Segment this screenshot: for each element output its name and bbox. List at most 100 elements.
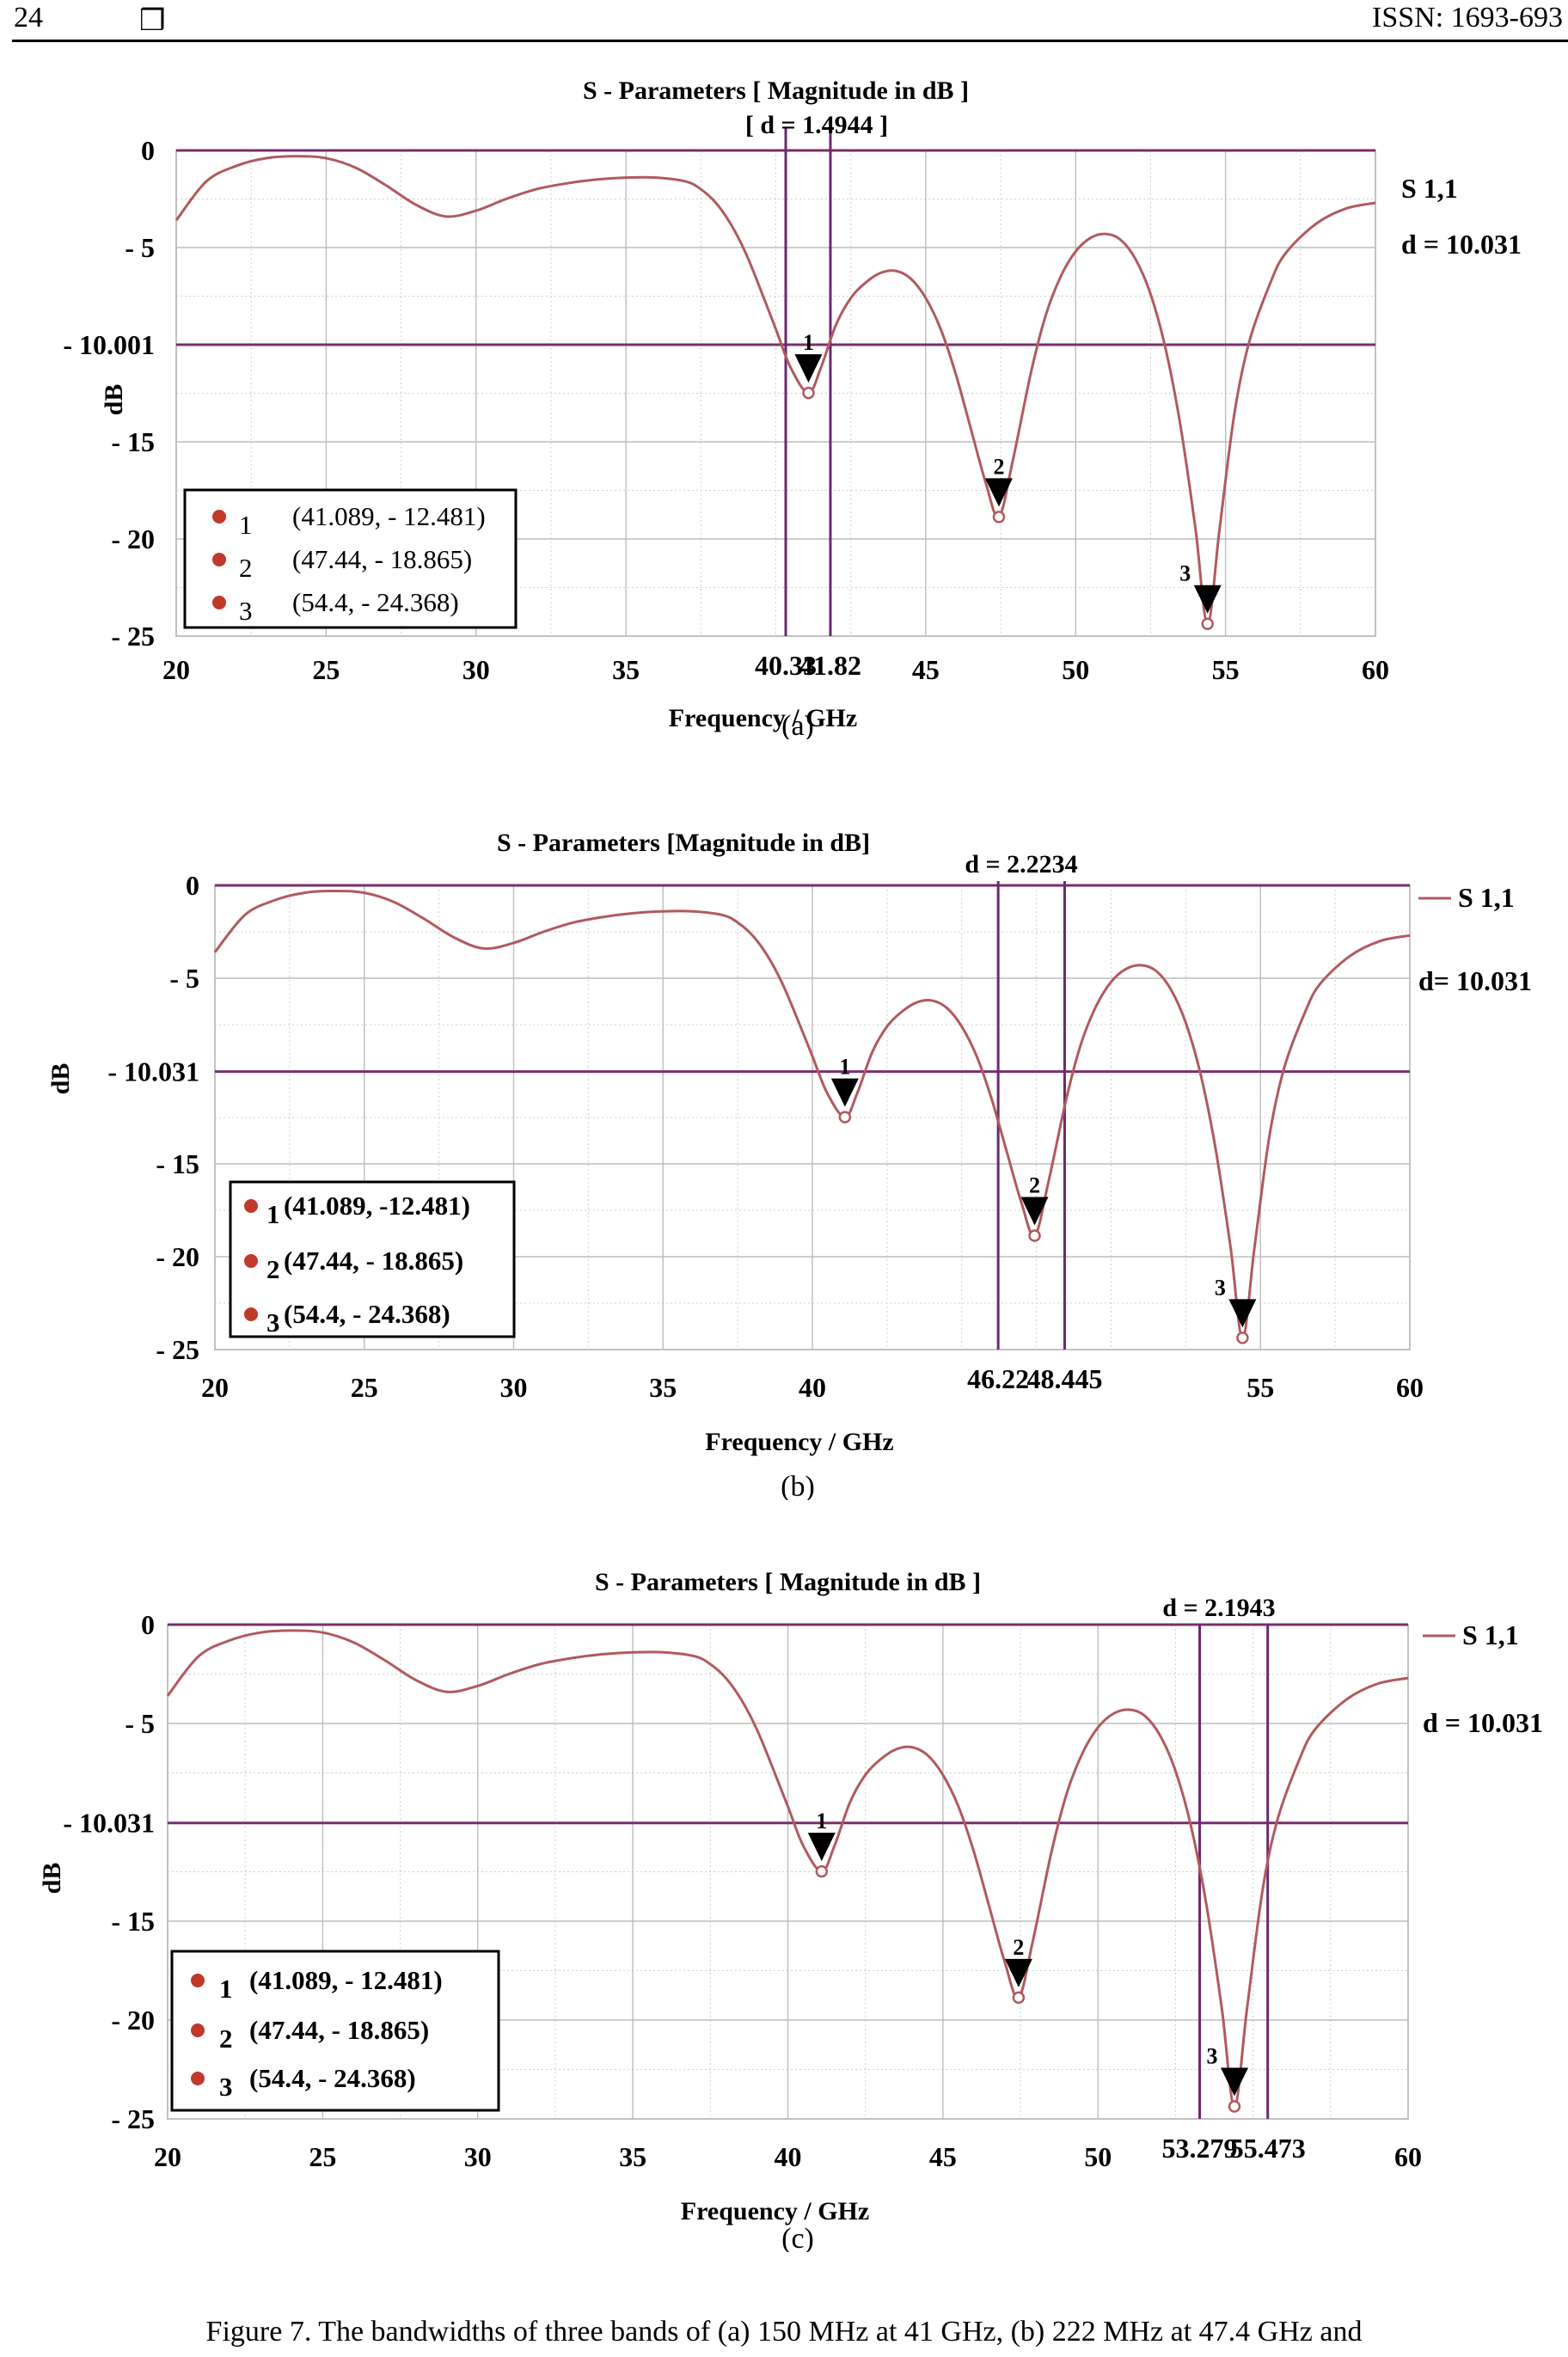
x-tick-label: 20 bbox=[201, 1372, 229, 1403]
bandwidth-label: 40.33 bbox=[755, 650, 817, 681]
marker-triangle bbox=[984, 478, 1013, 507]
x-tick-label: 60 bbox=[1394, 2141, 1422, 2172]
x-tick-label: 20 bbox=[162, 654, 190, 685]
marker-label: 3 bbox=[1179, 561, 1191, 586]
marker-triangle bbox=[1020, 1197, 1049, 1226]
chart-title: S - Parameters [ Magnitude in dB ] bbox=[583, 77, 969, 105]
x-tick-label: 35 bbox=[619, 2141, 646, 2172]
d-label: d = 10.031 bbox=[1401, 229, 1522, 260]
legend-box bbox=[170, 1950, 500, 2112]
x-tick-label: 60 bbox=[1396, 1372, 1424, 1403]
page-number: 24 bbox=[14, 2, 43, 34]
issn-label: ISSN: 1693-693 bbox=[1372, 2, 1563, 34]
x-tick-label: 50 bbox=[1084, 2141, 1112, 2172]
marker-label: 1 bbox=[816, 1809, 827, 1834]
chart-title: S - Parameters [ Magnitude in dB ] bbox=[595, 1568, 981, 1596]
figure-caption: Figure 7. The bandwidths of three bands … bbox=[205, 2316, 1363, 2348]
marker-triangle bbox=[1193, 585, 1222, 614]
x-axis-label: Frequency / GHz bbox=[705, 1428, 893, 1456]
legend-number: 3 bbox=[239, 596, 253, 626]
legend-box bbox=[183, 488, 518, 629]
legend-number: 3 bbox=[266, 1307, 280, 1338]
legend-number: 2 bbox=[239, 553, 253, 583]
legend-number: 1 bbox=[239, 510, 253, 540]
legend-dot bbox=[191, 1974, 205, 1987]
x-tick-label: 35 bbox=[649, 1372, 677, 1403]
marker-label: 2 bbox=[993, 454, 1004, 479]
y-tick-label: 0 bbox=[186, 870, 199, 901]
s11-curve bbox=[213, 889, 1411, 1339]
marker-point bbox=[1201, 617, 1214, 630]
legend-text: (54.4, - 24.368) bbox=[249, 2063, 416, 2093]
legend-dot bbox=[212, 553, 226, 566]
x-tick-label: 25 bbox=[312, 654, 340, 685]
marker-triangle bbox=[794, 354, 823, 383]
series-label: S 1,1 bbox=[1401, 173, 1458, 204]
y-tick-label: - 15 bbox=[156, 1148, 199, 1179]
x-tick-label: 30 bbox=[462, 654, 490, 685]
y-axis-label: dB bbox=[38, 1863, 66, 1895]
marker-triangle bbox=[1220, 2067, 1248, 2097]
legend-dot bbox=[244, 1199, 258, 1213]
x-tick-label: 55 bbox=[1246, 1372, 1274, 1403]
y-tick-label: - 5 bbox=[125, 232, 155, 263]
marker-label: 3 bbox=[1206, 2043, 1217, 2068]
x-tick-label: 60 bbox=[1362, 654, 1389, 685]
legend-dot bbox=[212, 510, 226, 523]
y-tick-label: 0 bbox=[141, 135, 155, 166]
marker-point bbox=[838, 1111, 852, 1123]
x-axis-label: Frequency / GHz bbox=[669, 704, 857, 732]
subfigure-label: (c) bbox=[781, 2223, 814, 2252]
marker-triangle bbox=[1228, 1299, 1257, 1328]
legend-text: (41.089, - 12.481) bbox=[292, 501, 486, 531]
x-tick-label: 55 bbox=[1212, 654, 1240, 685]
marker-label: 1 bbox=[839, 1055, 850, 1080]
legend-number: 3 bbox=[219, 2072, 233, 2102]
series-label: S 1,1 bbox=[1458, 882, 1515, 913]
x-tick-label: 25 bbox=[309, 2141, 336, 2172]
legend-number: 2 bbox=[266, 1254, 280, 1284]
x-tick-label: 50 bbox=[1062, 654, 1089, 685]
d-label: d= 10.031 bbox=[1418, 965, 1532, 996]
legend-number: 1 bbox=[219, 1974, 233, 2004]
x-tick-label: 40 bbox=[775, 2141, 802, 2172]
y-tick-label: 0 bbox=[141, 1609, 155, 1640]
y-tick-label: - 5 bbox=[169, 963, 199, 994]
legend-text: (41.089, -12.481) bbox=[284, 1191, 470, 1221]
legend-number: 1 bbox=[266, 1199, 280, 1229]
x-tick-label: 45 bbox=[929, 2141, 957, 2172]
legend-text: (41.089, - 12.481) bbox=[249, 1965, 443, 1995]
marker-point bbox=[1228, 2100, 1241, 2113]
x-axis-label: Frequency / GHz bbox=[681, 2197, 869, 2225]
y-tick-label: - 25 bbox=[156, 1334, 199, 1365]
marker-triangle bbox=[807, 1833, 836, 1862]
marker-triangle bbox=[1004, 1958, 1032, 1987]
y-tick-label: - 25 bbox=[111, 621, 155, 652]
x-tick-label: 35 bbox=[612, 654, 640, 685]
bandwidth-label: 46.22 bbox=[967, 1363, 1029, 1394]
y-tick-label: - 15 bbox=[111, 426, 155, 457]
marker-triangle bbox=[830, 1078, 859, 1107]
y-tick-label: - 20 bbox=[111, 523, 155, 554]
legend-text: (47.44, - 18.865) bbox=[292, 544, 472, 574]
legend-dot bbox=[191, 2023, 205, 2037]
x-tick-label: 30 bbox=[464, 2141, 492, 2172]
marker-point bbox=[1012, 1991, 1026, 2005]
chart-subtitle: d = 2.1943 bbox=[1162, 1594, 1275, 1622]
legend-dot bbox=[244, 1307, 258, 1321]
y-tick-label: - 20 bbox=[156, 1241, 199, 1272]
chart-title: S - Parameters [Magnitude in dB] bbox=[497, 829, 870, 857]
marker-label: 2 bbox=[1029, 1172, 1040, 1197]
legend-dot bbox=[191, 2072, 205, 2085]
y-tick-label: - 25 bbox=[111, 2103, 155, 2134]
marker-point bbox=[1028, 1229, 1041, 1242]
y-tick-label: - 20 bbox=[111, 2005, 155, 2036]
marker-point bbox=[802, 386, 815, 400]
legend-dot bbox=[212, 596, 226, 609]
y-tick-label: - 10.031 bbox=[63, 1808, 155, 1839]
subfigure-label: (a) bbox=[781, 710, 814, 739]
y-tick-label: - 15 bbox=[111, 1906, 155, 1937]
